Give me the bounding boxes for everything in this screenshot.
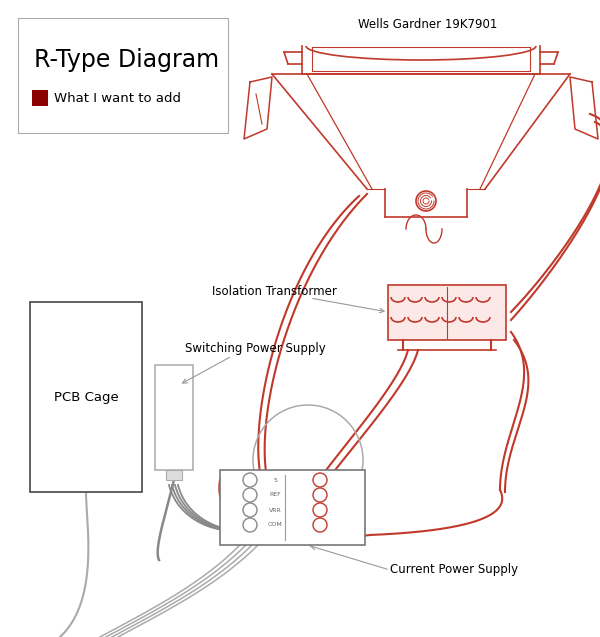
Text: 5: 5 [273, 478, 277, 482]
Text: R-Type Diagram: R-Type Diagram [34, 48, 219, 72]
Text: PCB Cage: PCB Cage [53, 390, 118, 403]
Text: Isolation Transformer: Isolation Transformer [212, 285, 337, 298]
Text: Switching Power Supply: Switching Power Supply [185, 342, 326, 355]
Bar [30, 302, 142, 492]
Bar [166, 470, 182, 480]
Text: VRR: VRR [269, 508, 281, 513]
Bar [220, 470, 365, 545]
Text: REF: REF [269, 492, 281, 497]
Bar [18, 18, 228, 133]
Bar [388, 285, 506, 340]
Text: Current Power Supply: Current Power Supply [390, 563, 518, 576]
Text: COM: COM [268, 522, 283, 527]
Bar [32, 90, 48, 106]
Text: Wells Gardner 19K7901: Wells Gardner 19K7901 [358, 18, 497, 31]
Text: What I want to add: What I want to add [54, 92, 181, 104]
Bar [155, 365, 193, 470]
